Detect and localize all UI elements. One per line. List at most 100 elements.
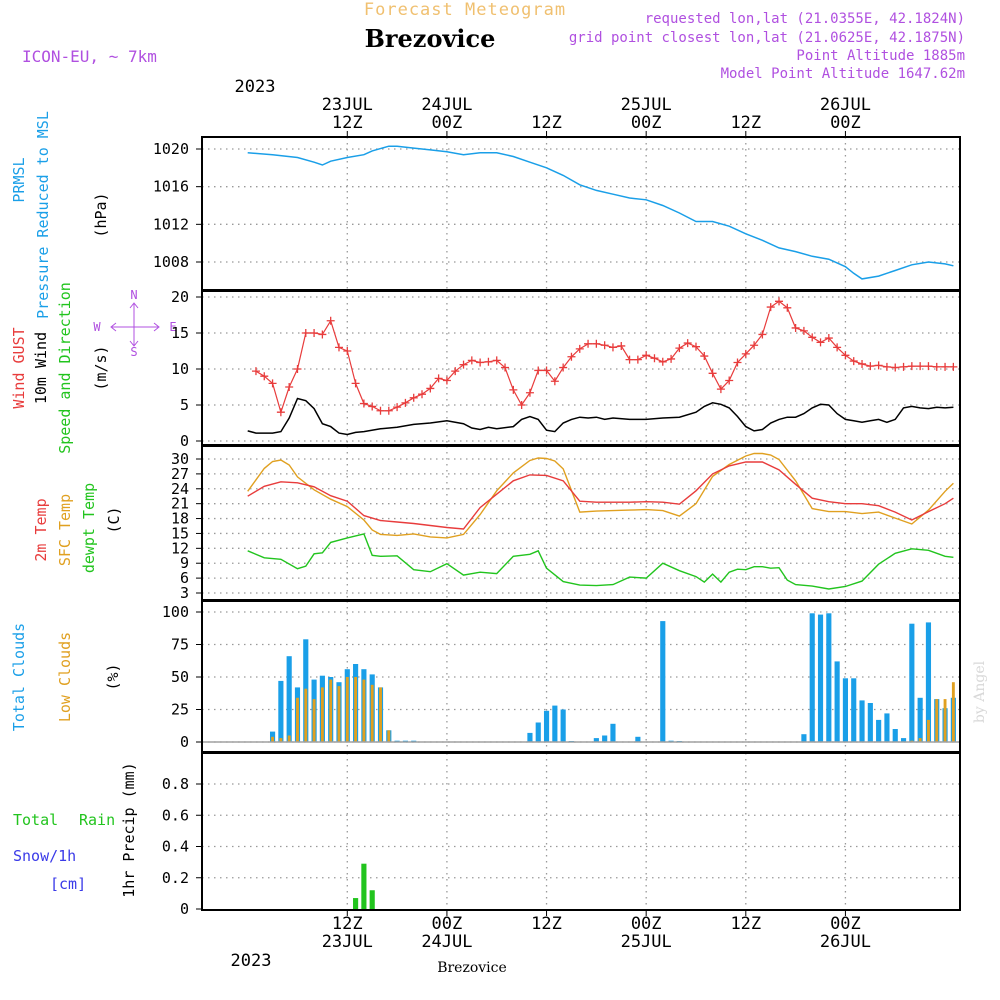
low-cloud-bar xyxy=(337,686,341,742)
panel-precip: 0 0.2 0.4 0.6 0.8 xyxy=(162,753,960,918)
gust-marker xyxy=(418,390,427,399)
gust-marker xyxy=(758,330,767,339)
compass-w: W xyxy=(93,320,101,334)
wind10m-label: 10m Wind xyxy=(32,332,50,404)
y-tick-label: 1016 xyxy=(153,178,189,196)
gust-marker xyxy=(276,408,285,417)
gust-marker xyxy=(899,362,908,371)
gust-marker xyxy=(932,362,941,371)
gust-marker xyxy=(542,366,551,375)
low-cloud-bar xyxy=(943,699,947,742)
series-prmsl xyxy=(247,145,954,280)
y-tick-label: 25 xyxy=(171,701,189,719)
low-cloud-bar xyxy=(279,738,283,742)
model-name: ICON-EU, ~ 7km xyxy=(22,47,157,66)
top-date-label: 25JUL xyxy=(621,95,672,115)
gust-marker xyxy=(625,355,634,364)
y-tick-label: 0 xyxy=(180,432,189,450)
top-year: 2023 xyxy=(235,77,276,97)
location-title: Brezovice xyxy=(365,24,496,53)
gust-marker xyxy=(617,341,626,350)
total-cloud-bar xyxy=(543,710,550,742)
gust-marker xyxy=(534,366,543,375)
compass-arrows-icon xyxy=(110,302,160,347)
gust-marker xyxy=(334,343,343,352)
y-tick-label: 10 xyxy=(171,360,189,378)
total-cloud-bar xyxy=(917,697,923,742)
rain-bar xyxy=(353,898,359,909)
panel-pressure: 1008 1012 1016 1020 xyxy=(153,137,960,290)
top-hour-label: 12Z xyxy=(332,113,363,133)
temp-unit: (C) xyxy=(105,506,123,533)
y-tick-label: 0.4 xyxy=(162,838,189,856)
gust-marker xyxy=(708,369,717,378)
gust-marker xyxy=(359,399,368,408)
bottom-year: 2023 xyxy=(231,951,272,971)
gust-marker xyxy=(750,341,759,350)
product-title: Forecast Meteogram xyxy=(364,0,566,20)
gust-marker xyxy=(251,367,260,376)
pressure-label: Pressure Reduced to MSL xyxy=(34,111,52,319)
gust-marker xyxy=(824,334,833,343)
pressure-unit: (hPa) xyxy=(92,192,110,237)
sfc-temp-label: SFC Temp xyxy=(56,494,74,566)
panel-frame xyxy=(201,445,961,601)
low-cloud-bar xyxy=(296,697,299,742)
panel-frame xyxy=(201,752,961,911)
gust-marker xyxy=(575,344,584,353)
low-clouds-label: Low Clouds xyxy=(56,632,74,722)
bottom-hour-label: 12Z xyxy=(531,914,562,934)
gust-marker xyxy=(675,344,684,353)
total-cloud-bar xyxy=(602,735,608,742)
total-cloud-bar xyxy=(560,709,566,742)
y-tick-label: 6 xyxy=(180,569,189,587)
gust-marker xyxy=(442,376,451,385)
y-tick-label: 1012 xyxy=(153,215,189,233)
total-cloud-bar xyxy=(851,678,857,742)
gust-marker xyxy=(476,358,485,367)
gust-marker xyxy=(260,372,269,381)
gust-marker xyxy=(376,406,385,415)
total-cloud-bar xyxy=(286,656,292,742)
total-clouds-label: Total Clouds xyxy=(10,623,28,731)
speed-direction-label: Speed and Direction xyxy=(56,282,74,454)
rain-bar xyxy=(361,863,367,909)
precip-labels: Total Rain Snow/1h [cm] 1hr Precip (mm) xyxy=(13,762,138,897)
low-cloud-bar xyxy=(379,687,382,742)
low-cloud-bar xyxy=(329,679,333,742)
total-cloud-bar xyxy=(593,738,599,742)
gust-marker xyxy=(426,384,435,393)
point-altitude: Point Altitude 1885m xyxy=(796,48,965,64)
total-cloud-bar xyxy=(610,723,616,742)
total-cloud-bar xyxy=(801,734,807,742)
y-tick-label: 0.2 xyxy=(162,869,189,887)
gust-marker xyxy=(725,376,734,385)
gust-marker xyxy=(318,330,327,339)
y-tick-label: 15 xyxy=(171,324,189,342)
series-10m-wind xyxy=(247,397,954,436)
y-tick-label: 20 xyxy=(171,288,189,306)
gust-marker xyxy=(525,388,534,397)
low-cloud-bar xyxy=(271,736,275,742)
gust-marker xyxy=(501,363,510,372)
prmsl-label: PRMSL xyxy=(10,157,28,202)
top-hour-label: 00Z xyxy=(830,113,861,133)
y-tick-label: 100 xyxy=(162,603,189,621)
low-cloud-bar xyxy=(935,699,939,742)
low-cloud-bar xyxy=(345,677,349,742)
rain-bar xyxy=(369,890,375,909)
low-cloud-bar xyxy=(387,730,391,742)
total-cloud-bar xyxy=(859,700,865,742)
gust-marker xyxy=(592,339,601,348)
gust-marker xyxy=(310,329,319,337)
snow-unit: [cm] xyxy=(50,875,86,893)
pressure-labels: PRMSL Pressure Reduced to MSL (hPa) xyxy=(10,111,110,319)
y-tick-label: 0 xyxy=(180,900,189,918)
top-hour-label: 00Z xyxy=(432,113,463,133)
y-tick-label: 1020 xyxy=(153,140,189,158)
top-hour-label: 12Z xyxy=(531,113,562,133)
low-cloud-bar xyxy=(362,679,366,742)
total-cloud-bar xyxy=(909,623,915,742)
low-cloud-bar xyxy=(354,677,358,742)
